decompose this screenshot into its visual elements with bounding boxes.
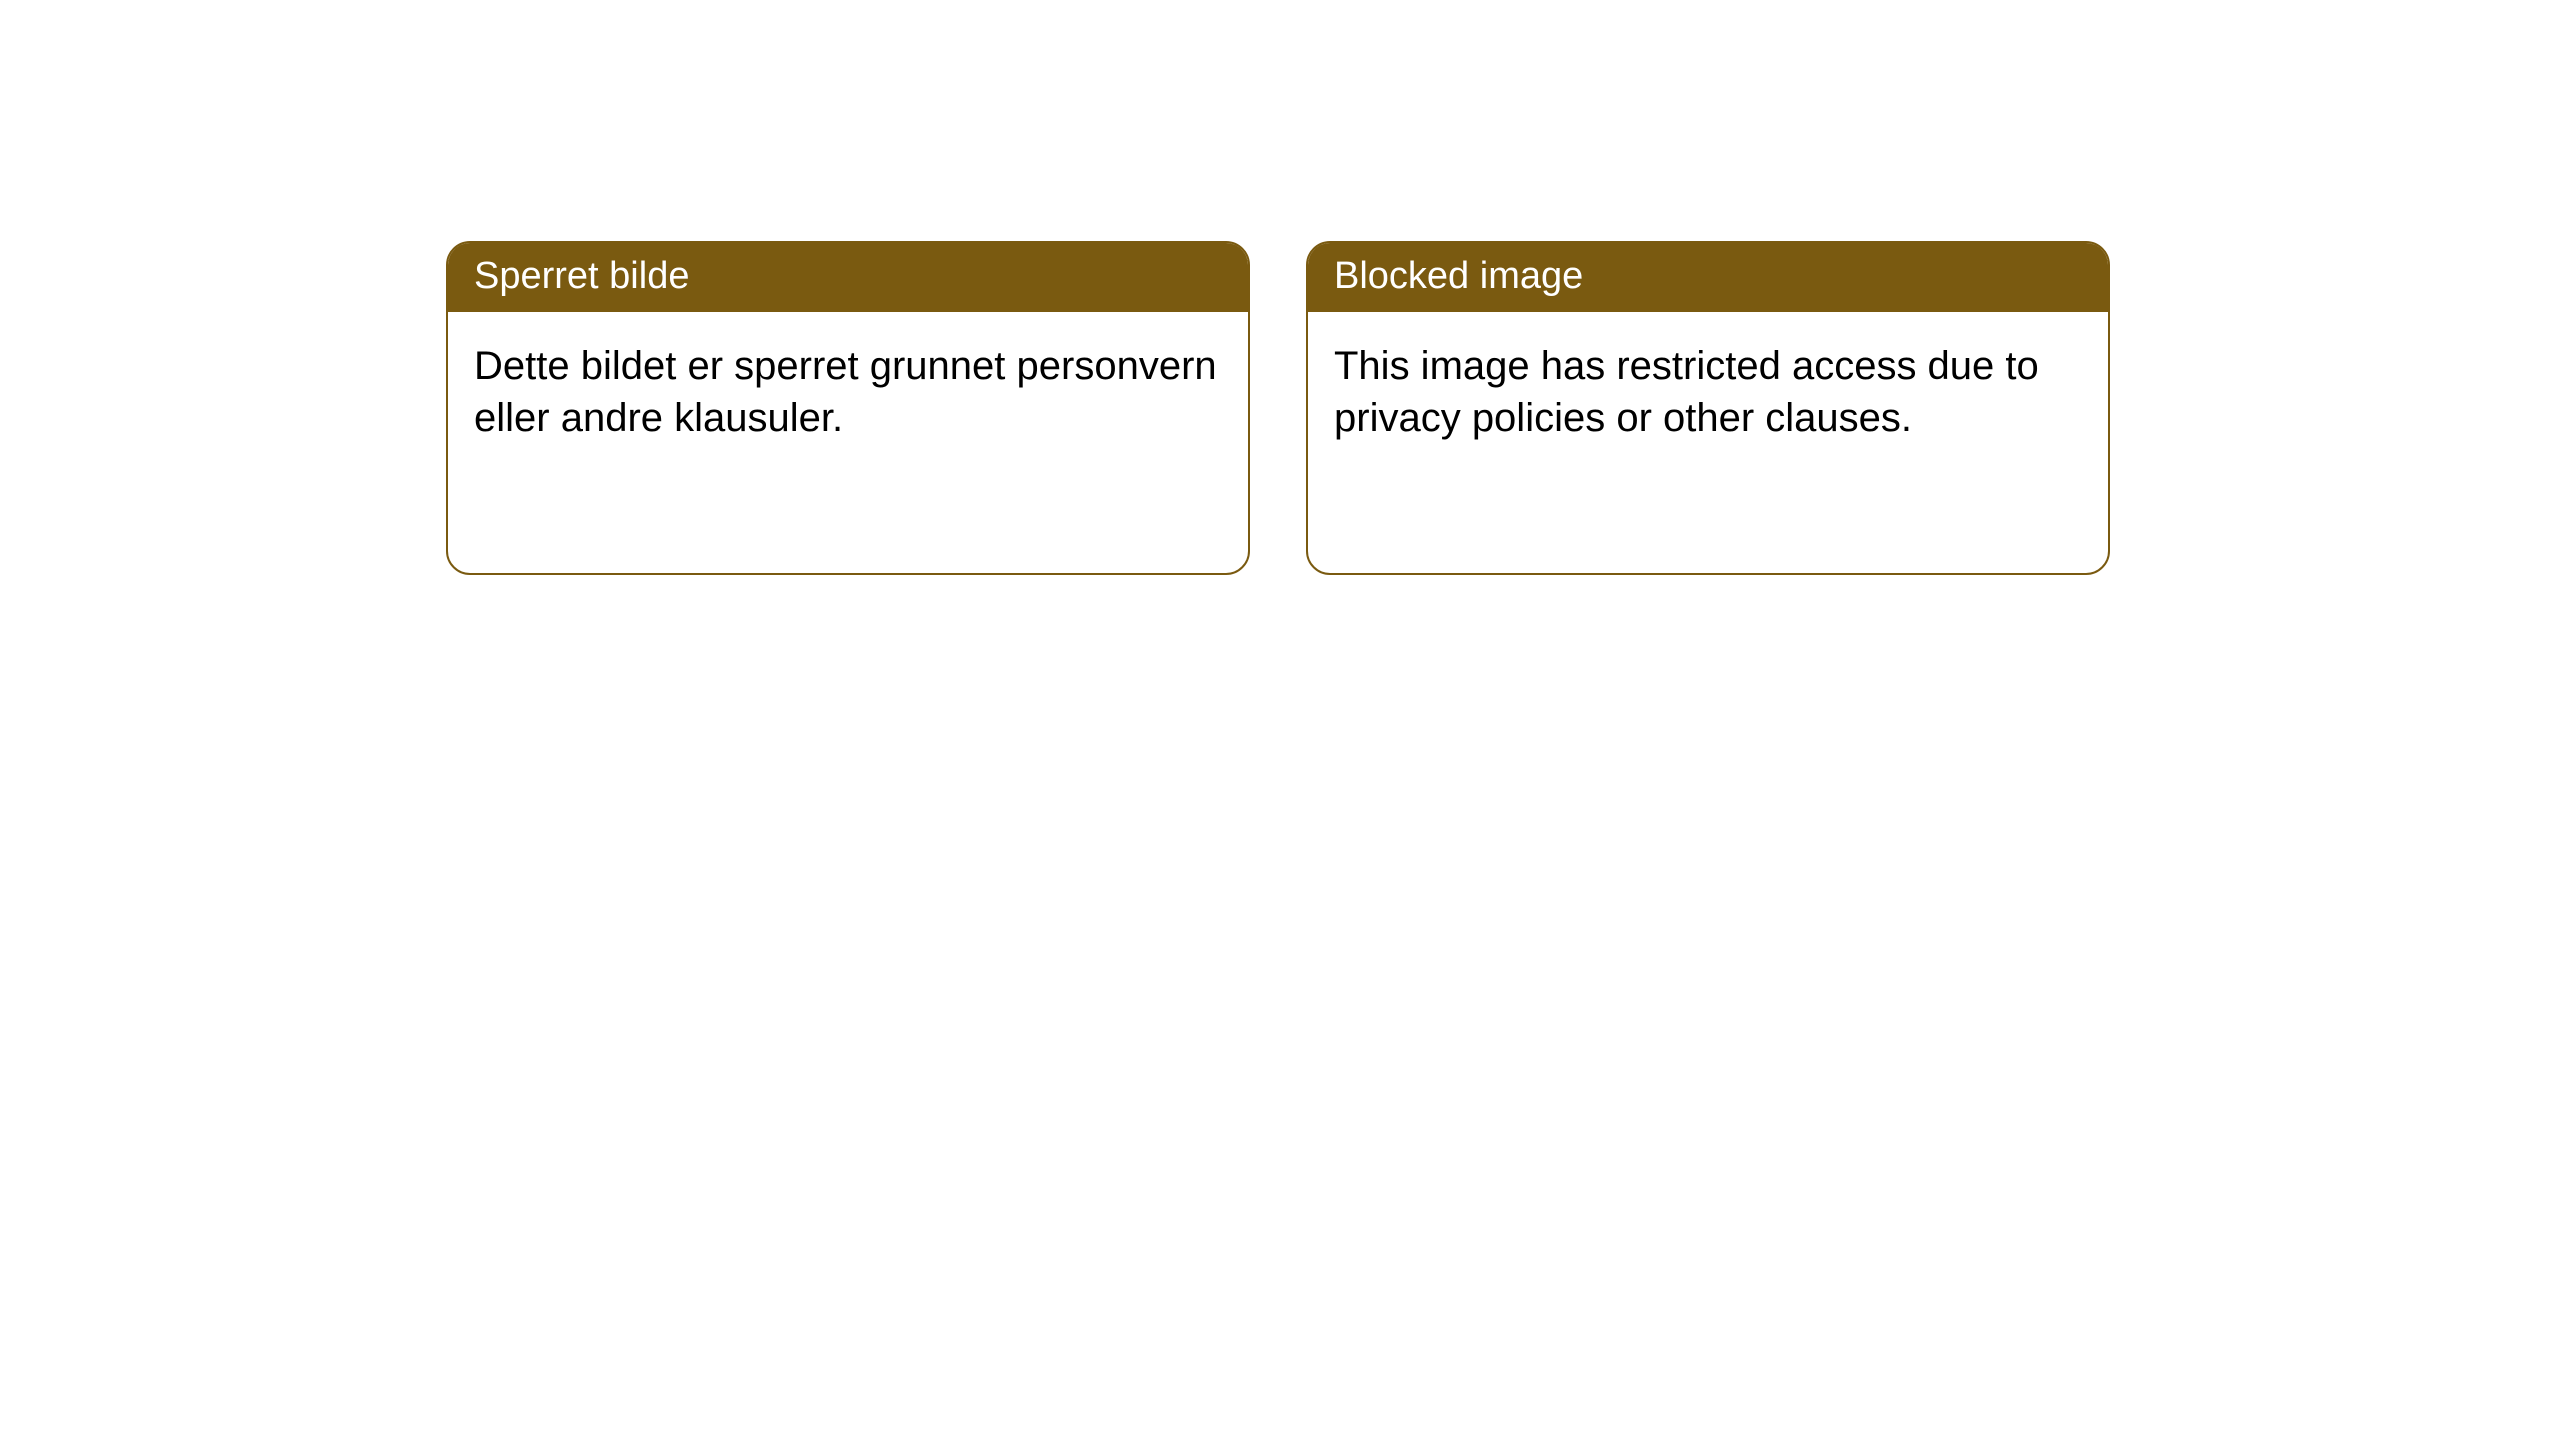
notice-title: Blocked image <box>1334 255 1583 297</box>
notice-text: This image has restricted access due to … <box>1334 344 2039 440</box>
notice-title: Sperret bilde <box>474 255 689 297</box>
notice-header-norwegian: Sperret bilde <box>448 243 1248 312</box>
notice-container: Sperret bilde Dette bildet er sperret gr… <box>446 241 2110 575</box>
notice-header-english: Blocked image <box>1308 243 2108 312</box>
notice-body-norwegian: Dette bildet er sperret grunnet personve… <box>448 312 1248 472</box>
notice-body-english: This image has restricted access due to … <box>1308 312 2108 472</box>
notice-text: Dette bildet er sperret grunnet personve… <box>474 344 1217 440</box>
notice-card-english: Blocked image This image has restricted … <box>1306 241 2110 575</box>
notice-card-norwegian: Sperret bilde Dette bildet er sperret gr… <box>446 241 1250 575</box>
